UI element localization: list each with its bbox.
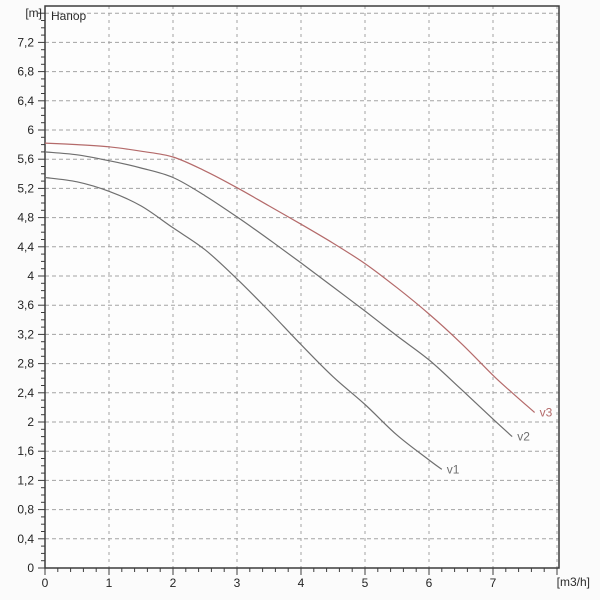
y-tick-label: 4,8 <box>17 211 34 225</box>
plot-border <box>44 5 560 569</box>
x-tick-label: 0 <box>42 576 49 590</box>
y-tick-label: 0,4 <box>17 532 34 546</box>
y-tick-label: 3,2 <box>17 327 34 341</box>
x-tick-label: 1 <box>106 576 113 590</box>
x-tick-label: 6 <box>426 576 433 590</box>
y-tick-label: 2 <box>27 415 34 429</box>
x-axis-unit-label: [m3/h] <box>556 575 590 589</box>
x-tick-label: 7 <box>490 576 497 590</box>
curve-v1 <box>44 176 443 470</box>
curve-v3 <box>44 142 535 413</box>
y-tick-label: 4,4 <box>17 240 34 254</box>
y-axis-unit-label: [m] <box>25 6 42 20</box>
y-tick-label: 2,8 <box>17 357 34 371</box>
y-tick-label: 5,6 <box>17 152 34 166</box>
y-tick-label: 6,8 <box>17 65 34 79</box>
y-tick-label: 0 <box>27 561 34 575</box>
y-tick-label: 7,2 <box>17 35 34 49</box>
y-tick-label: 6 <box>27 123 34 137</box>
chart-title: Напор <box>51 9 87 23</box>
y-tick-label: 6,4 <box>17 94 34 108</box>
y-tick-label: 2,4 <box>17 386 34 400</box>
y-tick-label: 1,2 <box>17 473 34 487</box>
curve-label-v2: v2 <box>517 430 530 444</box>
y-tick-label: 3,6 <box>17 298 34 312</box>
x-tick-label: 4 <box>298 576 305 590</box>
y-tick-label: 4 <box>27 269 34 283</box>
curve-v2 <box>44 151 513 438</box>
x-tick-label: 3 <box>234 576 241 590</box>
curve-label-v3: v3 <box>540 406 553 420</box>
y-tick-label: 5,2 <box>17 181 34 195</box>
y-tick-label: 1,6 <box>17 444 34 458</box>
plot-area <box>45 6 559 568</box>
curve-label-v1: v1 <box>447 462 460 476</box>
y-tick-label: 0,8 <box>17 503 34 517</box>
x-tick-label: 2 <box>170 576 177 590</box>
x-tick-label: 5 <box>362 576 369 590</box>
